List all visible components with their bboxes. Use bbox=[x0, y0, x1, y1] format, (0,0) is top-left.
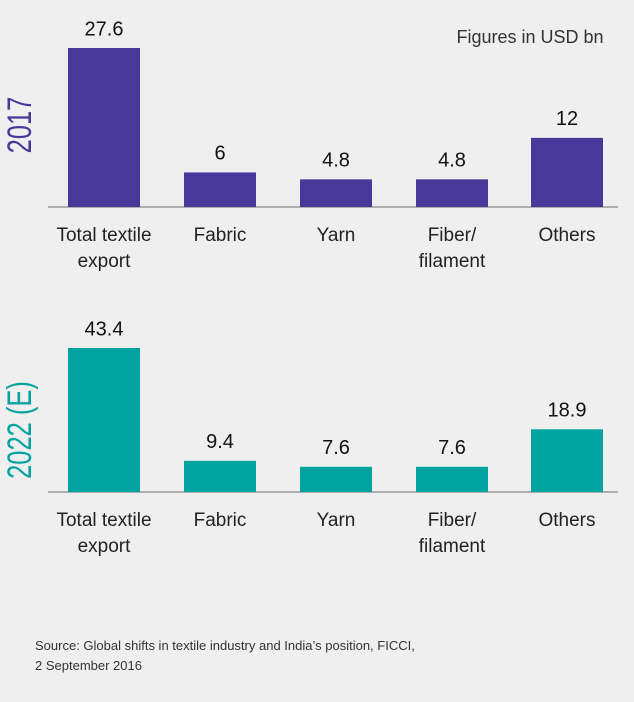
category-label: Yarn bbox=[316, 510, 356, 531]
category-label: Total textile export bbox=[56, 225, 152, 272]
chart-title: 2017 bbox=[2, 97, 39, 154]
bar bbox=[531, 429, 603, 492]
category-label: Total textile export bbox=[56, 510, 152, 557]
bar bbox=[68, 48, 140, 207]
bar bbox=[184, 460, 256, 492]
value-label: 6 bbox=[214, 143, 225, 165]
note: Figures in USD bn bbox=[456, 27, 603, 47]
category-label: Others bbox=[538, 510, 596, 531]
value-label: 43.4 bbox=[85, 318, 124, 340]
source-line: Source: Global shifts in textile industr… bbox=[35, 638, 415, 653]
category-label: Others bbox=[538, 225, 596, 246]
bar bbox=[300, 179, 372, 207]
value-label: 12 bbox=[556, 108, 578, 130]
bar bbox=[184, 172, 256, 207]
bar bbox=[531, 137, 603, 207]
bar bbox=[300, 466, 372, 492]
value-label: 7.6 bbox=[438, 437, 466, 459]
value-label: 7.6 bbox=[322, 437, 350, 459]
value-label: 18.9 bbox=[548, 400, 587, 422]
value-label: 9.4 bbox=[206, 431, 234, 453]
value-label: 27.6 bbox=[85, 18, 124, 40]
bar bbox=[68, 348, 140, 492]
source-line: 2 September 2016 bbox=[35, 658, 142, 673]
bar bbox=[416, 179, 488, 207]
category-label: Yarn bbox=[316, 225, 356, 246]
category-label: Fabric bbox=[193, 225, 247, 246]
chart-title: 2022 (E) bbox=[2, 381, 39, 479]
value-label: 4.8 bbox=[322, 150, 350, 172]
category-label: Fiber/ filament bbox=[418, 225, 486, 272]
category-label: Fabric bbox=[193, 510, 247, 531]
bar bbox=[416, 466, 488, 492]
value-label: 4.8 bbox=[438, 150, 466, 172]
category-label: Fiber/ filament bbox=[418, 510, 486, 557]
